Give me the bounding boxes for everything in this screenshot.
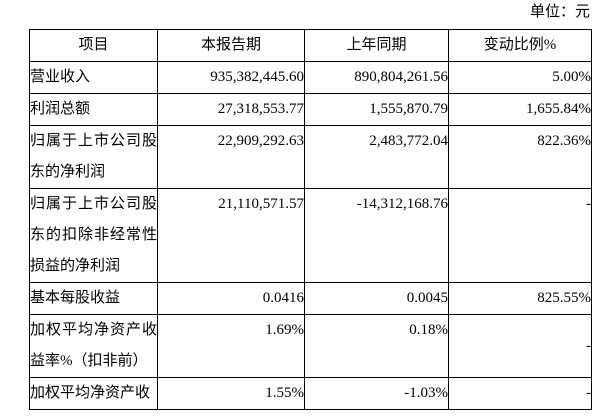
col-header-current-period: 本报告期 xyxy=(157,29,305,62)
table-row: 利润总额 27,318,553.77 1,555,870.79 1,655.84… xyxy=(29,93,592,126)
change-cell: - xyxy=(448,377,592,410)
prior-period-cell: 2,483,772.04 xyxy=(304,125,449,189)
current-period-cell: 27,318,553.77 xyxy=(157,93,305,126)
current-period-cell: 21,110,571.57 xyxy=(157,188,305,283)
table-row: 加权平均净资产收 1.55% -1.03% - xyxy=(29,377,592,410)
table-row: 营业收入 935,382,445.60 890,804,261.56 5.00% xyxy=(29,61,592,94)
item-cell: 加权平均净资产收 xyxy=(29,377,158,410)
change-cell: 825.55% xyxy=(448,282,592,315)
item-cell: 归属于上市公司股东的扣除非经常性损益的净利润 xyxy=(29,188,158,283)
change-cell: - xyxy=(448,314,592,378)
unit-label: 单位：元 xyxy=(529,4,590,20)
change-cell: 1,655.84% xyxy=(448,93,592,126)
col-header-prior-period: 上年同期 xyxy=(304,29,449,62)
item-cell: 加权平均净资产收益率%（扣非前） xyxy=(29,314,158,378)
col-header-change-ratio: 变动比例% xyxy=(448,29,592,62)
item-cell: 归属于上市公司股东的净利润 xyxy=(29,125,158,189)
current-period-cell: 22,909,292.63 xyxy=(157,125,305,189)
table-row: 加权平均净资产收益率%（扣非前） 1.69% 0.18% - xyxy=(29,314,592,378)
current-period-cell: 0.0416 xyxy=(157,282,305,315)
table-row: 归属于上市公司股东的净利润 22,909,292.63 2,483,772.04… xyxy=(29,125,592,189)
prior-period-cell: -14,312,168.76 xyxy=(304,188,449,283)
item-cell: 利润总额 xyxy=(29,93,158,126)
change-cell: - xyxy=(448,188,592,283)
prior-period-cell: 0.0045 xyxy=(304,282,449,315)
financial-summary-table: 项目 本报告期 上年同期 变动比例% 营业收入 935,382,445.60 8… xyxy=(29,29,592,410)
prior-period-cell: -1.03% xyxy=(304,377,449,410)
table-header-row: 项目 本报告期 上年同期 变动比例% xyxy=(29,29,592,62)
table-row: 归属于上市公司股东的扣除非经常性损益的净利润 21,110,571.57 -14… xyxy=(29,188,592,283)
item-cell: 营业收入 xyxy=(29,61,158,94)
current-period-cell: 1.69% xyxy=(157,314,305,378)
change-cell: 822.36% xyxy=(448,125,592,189)
item-cell: 基本每股收益 xyxy=(29,282,158,315)
table-row: 基本每股收益 0.0416 0.0045 825.55% xyxy=(29,282,592,315)
prior-period-cell: 0.18% xyxy=(304,314,449,378)
prior-period-cell: 890,804,261.56 xyxy=(304,61,449,94)
change-cell: 5.00% xyxy=(448,61,592,94)
col-header-item: 项目 xyxy=(29,29,158,62)
current-period-cell: 1.55% xyxy=(157,377,305,410)
prior-period-cell: 1,555,870.79 xyxy=(304,93,449,126)
current-period-cell: 935,382,445.60 xyxy=(157,61,305,94)
